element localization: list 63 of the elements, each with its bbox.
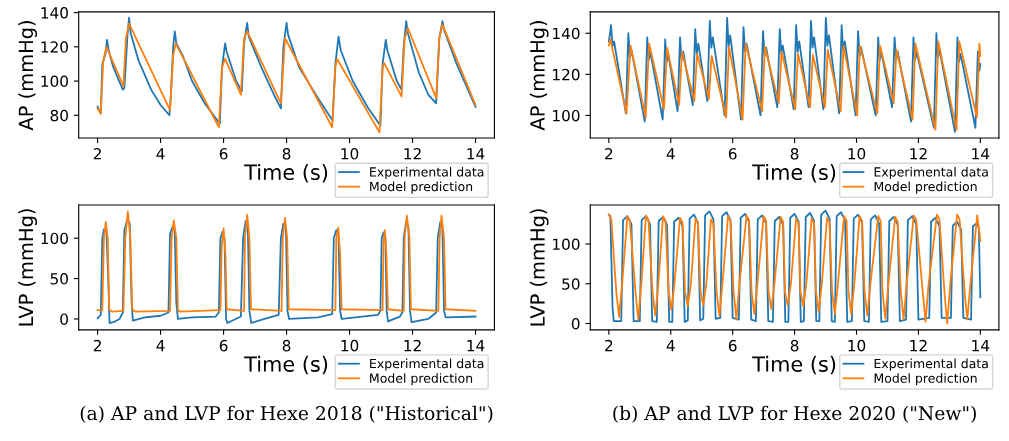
legend-label: Model prediction <box>370 373 473 386</box>
legend-label: Model prediction <box>874 181 977 194</box>
x-tick-label: 4 <box>666 340 675 352</box>
x-tick-label: 4 <box>156 340 165 352</box>
y-tick-label: 140 <box>553 27 580 40</box>
x-tick-label: 14 <box>467 148 485 160</box>
x-tick-label: 6 <box>728 148 737 160</box>
x-tick-label: 10 <box>341 339 359 352</box>
x-axis-title: Time (s) <box>752 355 836 375</box>
x-tick-label: 10 <box>848 339 866 352</box>
x-axis-title: Time (s) <box>244 355 328 375</box>
x-tick-label: 6 <box>219 148 228 160</box>
x-tick-label: 8 <box>790 148 799 160</box>
y-axis-title: AP (mmHg) <box>18 21 38 131</box>
x-tick-label: 6 <box>728 339 737 352</box>
text: (b) AP and LVP for Hexe 2020 ("New") <box>613 405 976 423</box>
x-tick-label: 10 <box>848 148 866 160</box>
y-tick-label: 120 <box>41 41 68 53</box>
y-tick-label: 80 <box>50 109 68 122</box>
y-tick-label: 50 <box>562 278 580 290</box>
text: (a) AP and LVP for Hexe 2018 ("Historical") <box>80 405 493 423</box>
x-axis-title: Time (s) <box>244 163 328 183</box>
y-axis-title: LVP (mmHg) <box>529 209 549 326</box>
legend-label: Experimental data <box>370 166 484 180</box>
y-tick-label: 120 <box>553 68 580 81</box>
x-tick-label: 14 <box>467 340 485 352</box>
x-tick-label: 12 <box>404 339 421 352</box>
y-axis-title: AP (mmHg) <box>529 21 549 131</box>
legend-label: Experimental data <box>874 166 988 180</box>
x-tick-label: 2 <box>605 148 613 160</box>
y-tick-label: 100 <box>41 232 68 245</box>
line-series <box>607 38 982 131</box>
legend-label: Experimental data <box>370 358 484 371</box>
line-series <box>96 210 477 313</box>
y-tick-label: 100 <box>553 109 580 122</box>
x-tick-label: 2 <box>93 148 101 160</box>
y-tick-label: 50 <box>50 273 68 285</box>
x-tick-label: 12 <box>910 339 927 352</box>
x-tick-label: 8 <box>282 148 291 160</box>
x-tick-label: 10 <box>341 148 359 160</box>
x-tick-label: 8 <box>282 339 291 352</box>
y-tick-label: 0 <box>60 313 68 325</box>
x-tick-label: 6 <box>219 339 228 352</box>
y-tick-label: 0 <box>571 317 580 330</box>
x-tick-label: 4 <box>156 148 165 160</box>
x-tick-label: 2 <box>93 339 101 352</box>
x-tick-label: 14 <box>972 340 990 352</box>
legend-label: Model prediction <box>874 373 977 386</box>
line-series <box>96 217 477 324</box>
x-tick-label: 4 <box>666 148 675 160</box>
legend-label: Experimental data <box>874 358 988 371</box>
y-tick-label: 140 <box>41 7 68 19</box>
y-tick-label: 100 <box>41 75 68 88</box>
y-axis-title: LVP (mmHg) <box>18 209 38 326</box>
line-series <box>607 16 982 133</box>
x-tick-label: 12 <box>910 148 927 160</box>
x-tick-label: 12 <box>404 148 421 160</box>
legend-label: Model prediction <box>370 181 473 194</box>
x-tick-label: 14 <box>972 148 990 160</box>
x-tick-label: 8 <box>790 339 799 352</box>
x-axis-title: Time (s) <box>752 163 836 183</box>
y-tick-label: 100 <box>553 238 580 251</box>
x-tick-label: 2 <box>605 339 613 352</box>
